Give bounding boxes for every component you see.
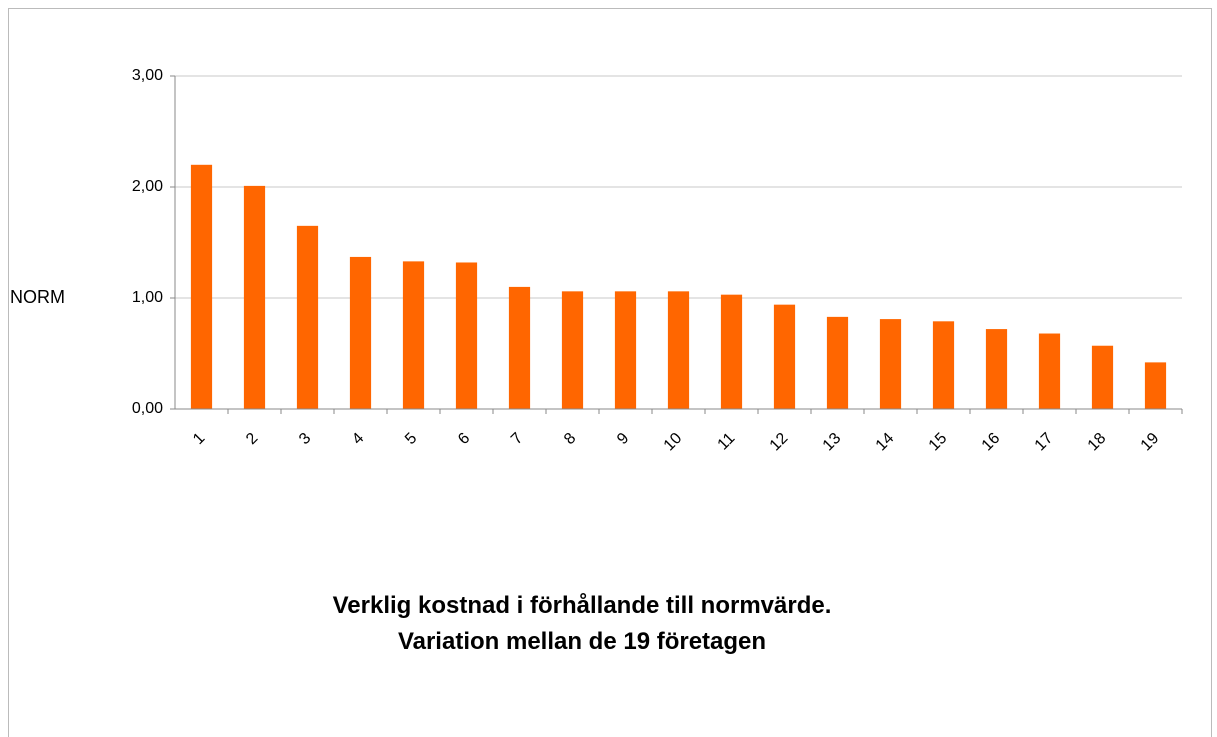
bar <box>190 164 213 409</box>
bar <box>508 286 531 409</box>
x-tick-label: 12 <box>767 430 792 455</box>
chart-frame <box>8 8 1212 737</box>
bar <box>985 329 1008 409</box>
x-tick-label: 4 <box>349 430 367 448</box>
bar <box>826 316 849 409</box>
x-tick-label: 8 <box>561 430 579 448</box>
bar <box>1144 362 1167 409</box>
chart-title: Verklig kostnad i förhållande till normv… <box>333 592 832 619</box>
bar <box>720 294 743 409</box>
chart-title: Variation mellan de 19 företagen <box>398 628 766 655</box>
x-tick-label: 19 <box>1138 430 1163 455</box>
bar <box>243 185 266 409</box>
bar <box>667 291 690 409</box>
x-tick-label: 7 <box>508 430 526 448</box>
bar <box>614 291 637 409</box>
y-tick-label: 3,00 <box>132 67 163 84</box>
bar <box>402 261 425 409</box>
y-tick-label: 2,00 <box>132 178 163 195</box>
x-tick-label: 11 <box>715 430 739 454</box>
bar <box>296 225 319 409</box>
bar <box>879 319 902 409</box>
bar <box>773 304 796 409</box>
x-tick-label: 2 <box>243 430 261 448</box>
x-tick-label: 3 <box>296 430 314 448</box>
y-tick-label: 1,00 <box>132 289 163 306</box>
bar <box>561 291 584 409</box>
x-tick-label: 10 <box>661 430 686 455</box>
x-tick-label: 6 <box>455 430 473 448</box>
x-tick-label: 5 <box>402 430 420 448</box>
x-tick-label: 1 <box>190 430 208 448</box>
x-tick-label: 16 <box>979 430 1004 455</box>
x-tick-label: 18 <box>1085 430 1110 455</box>
x-tick-label: 14 <box>873 430 898 455</box>
y-tick-label: 0,00 <box>132 400 163 417</box>
bar <box>932 321 955 409</box>
bar <box>1038 333 1061 409</box>
x-tick-label: 17 <box>1032 430 1057 455</box>
bar <box>1091 345 1114 409</box>
x-tick-label: 13 <box>820 430 845 455</box>
bar <box>455 262 478 409</box>
x-tick-label: 15 <box>926 430 951 455</box>
y-axis-label: NORM <box>10 287 65 307</box>
x-tick-label: 9 <box>614 430 632 448</box>
bar <box>349 256 372 409</box>
